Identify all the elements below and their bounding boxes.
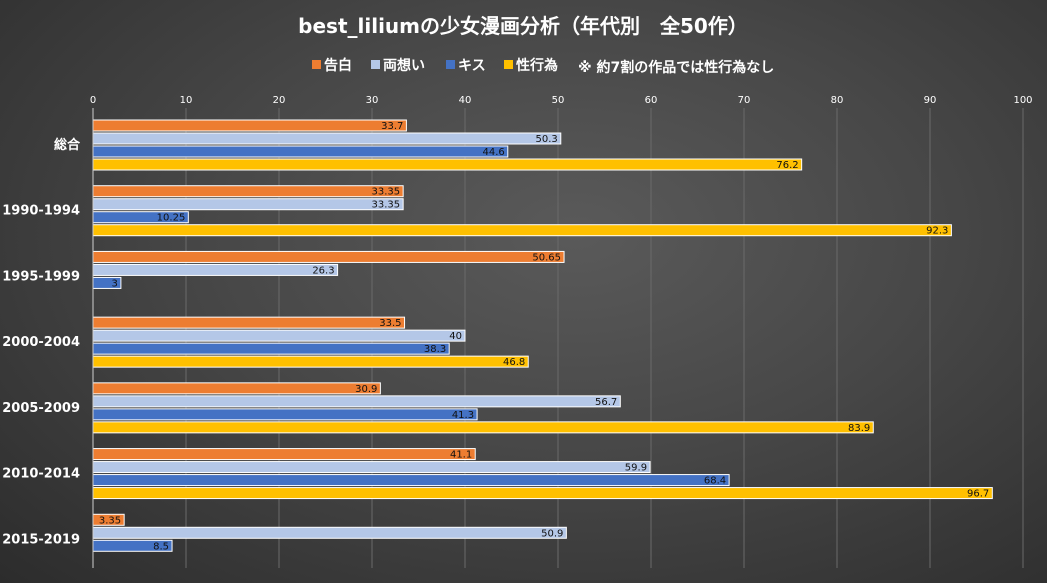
bar xyxy=(92,448,476,461)
bar xyxy=(92,224,952,237)
category-label: 1995-1999 xyxy=(2,269,80,284)
legend-label: 告白 xyxy=(324,57,352,74)
data-label: 30.9 xyxy=(355,384,377,395)
bar xyxy=(92,119,407,132)
bar xyxy=(92,382,381,395)
legend-label: 両想い xyxy=(383,57,425,74)
bars xyxy=(92,119,993,552)
data-label: 76.2 xyxy=(776,160,798,171)
legend-swatch xyxy=(446,60,455,69)
x-tick-label: 50 xyxy=(552,95,565,106)
legend-label: 性行為 xyxy=(516,57,558,74)
bar xyxy=(92,316,406,329)
x-tick-label: 30 xyxy=(366,95,379,106)
data-label: 3 xyxy=(112,278,118,289)
bar xyxy=(92,185,404,198)
bar xyxy=(92,263,339,276)
category-label: 総合 xyxy=(54,137,81,153)
data-label: 3.35 xyxy=(99,515,121,526)
x-tick-label: 10 xyxy=(180,95,193,106)
data-label: 40 xyxy=(449,331,462,342)
bar xyxy=(92,474,730,487)
data-label: 44.6 xyxy=(483,147,505,158)
data-label: 96.7 xyxy=(967,489,989,500)
bar xyxy=(92,342,450,355)
bar xyxy=(92,250,565,263)
bar xyxy=(92,329,466,342)
gridlines xyxy=(185,108,1024,568)
data-label: 33.5 xyxy=(379,318,401,329)
bar xyxy=(92,461,651,474)
data-label: 56.7 xyxy=(595,397,617,408)
category-label: 2000-2004 xyxy=(2,335,80,350)
bar xyxy=(92,145,509,158)
legend-swatch xyxy=(504,60,513,69)
x-tick-label: 20 xyxy=(273,95,286,106)
data-label: 33.35 xyxy=(372,200,401,211)
data-label: 33.35 xyxy=(372,187,401,198)
chart-note: ※ 約7割の作品では性行為なし xyxy=(578,59,774,76)
x-tick-label: 40 xyxy=(459,95,472,106)
data-label: 41.1 xyxy=(450,450,472,461)
data-label: 10.25 xyxy=(157,213,186,224)
bar xyxy=(92,487,993,500)
bar xyxy=(92,132,562,145)
data-label: 83.9 xyxy=(848,423,870,434)
bar xyxy=(92,198,404,211)
category-label: 2015-2019 xyxy=(2,532,80,547)
x-tick-label: 80 xyxy=(831,95,844,106)
category-label: 2010-2014 xyxy=(2,467,80,482)
chart-title: best_liliumの少女漫画分析（年代別 全50作） xyxy=(298,14,748,38)
x-tick-label: 100 xyxy=(1013,95,1032,106)
x-tick-label: 90 xyxy=(924,95,937,106)
data-label: 41.3 xyxy=(452,410,474,421)
x-tick-label: 0 xyxy=(90,95,96,106)
data-label: 46.8 xyxy=(503,357,525,368)
bar xyxy=(92,158,803,171)
data-labels: 33.750.344.676.233.3533.3510.2592.350.65… xyxy=(99,121,989,552)
legend: 告白 両想い キス 性行為 ※ 約7割の作品では性行為なし xyxy=(312,57,774,76)
category-label: 2005-2009 xyxy=(2,401,80,416)
bar xyxy=(92,526,567,539)
data-label: 50.65 xyxy=(532,252,561,263)
bar xyxy=(92,395,621,408)
legend-swatch xyxy=(312,60,321,69)
data-label: 92.3 xyxy=(926,226,948,237)
category-label: 1990-1994 xyxy=(2,204,80,219)
x-tick-label: 70 xyxy=(738,95,751,106)
data-label: 33.7 xyxy=(381,121,403,132)
x-tick-label: 60 xyxy=(645,95,658,106)
x-axis-ticks: 0 10 20 30 40 50 60 70 80 90 100 xyxy=(90,95,1033,106)
data-label: 50.9 xyxy=(541,528,563,539)
legend-label: キス xyxy=(458,58,486,74)
bar xyxy=(92,355,529,368)
data-label: 38.3 xyxy=(424,344,446,355)
data-label: 26.3 xyxy=(312,265,334,276)
bar xyxy=(92,421,874,434)
data-label: 50.3 xyxy=(536,134,558,145)
data-label: 8.5 xyxy=(153,541,169,552)
data-label: 68.4 xyxy=(704,476,726,487)
bar xyxy=(92,408,478,421)
category-labels: 総合 1990-1994 1995-1999 2000-2004 2005-2009 20… xyxy=(2,137,81,547)
data-label: 59.9 xyxy=(625,463,647,474)
legend-swatch xyxy=(371,60,380,69)
